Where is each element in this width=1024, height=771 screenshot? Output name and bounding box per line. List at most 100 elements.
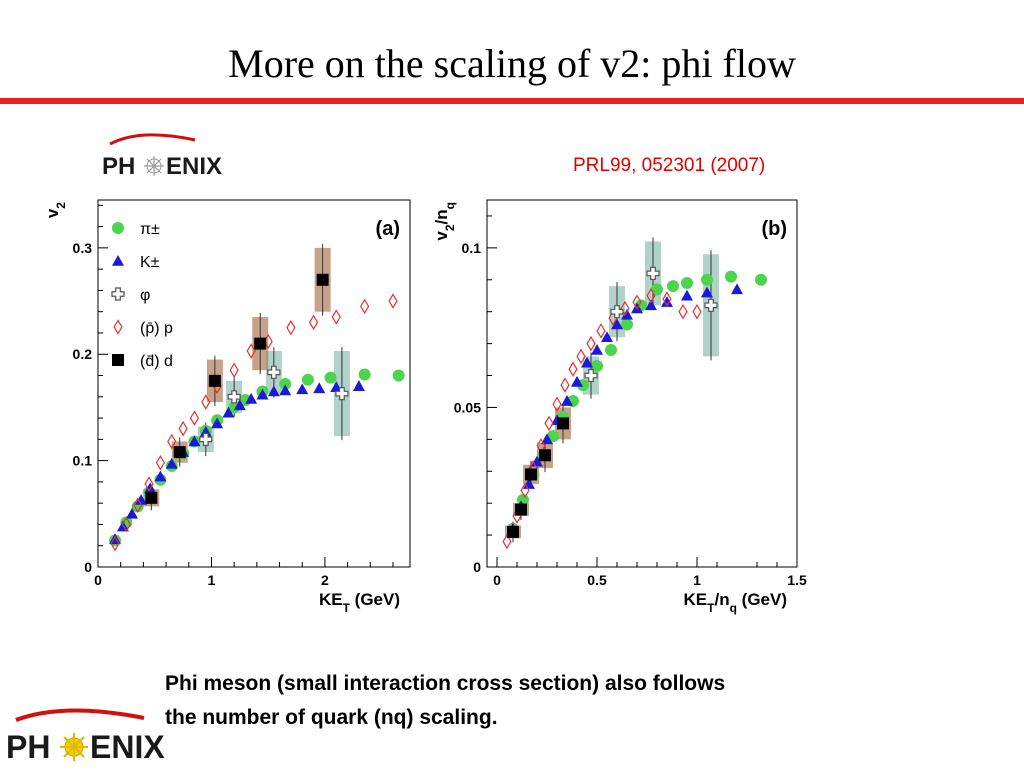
data-point-square <box>254 337 267 350</box>
data-point-square <box>507 525 519 538</box>
legend-marker-circle <box>112 222 124 234</box>
data-point-triangle <box>611 318 623 330</box>
data-point-diamond <box>646 287 656 304</box>
data-point-triangle <box>601 331 613 343</box>
y-tick-label: 0 <box>473 559 481 575</box>
data-point-triangle <box>591 343 603 355</box>
data-point-triangle <box>211 417 224 429</box>
data-point-triangle <box>296 383 309 395</box>
caption-line-2: the number of quark (nq) scaling. <box>165 706 498 729</box>
data-point-triangle <box>245 392 258 404</box>
data-point-triangle <box>581 356 593 368</box>
data-point-diamond <box>552 396 562 413</box>
x-axis-label: KET (GeV) <box>319 590 400 615</box>
data-point-circle <box>358 368 371 381</box>
data-point-diamond <box>308 314 319 331</box>
legend-marker-square <box>112 354 124 366</box>
data-point-diamond <box>229 362 239 378</box>
data-point-cross <box>584 368 598 383</box>
data-point-cross <box>704 298 718 312</box>
data-point-circle <box>392 369 405 382</box>
data-point-diamond <box>678 303 688 320</box>
legend-marker-triangle <box>112 255 124 266</box>
y-tick-label: 0.1 <box>73 453 93 469</box>
y-tick-label: 0 <box>84 559 92 575</box>
data-point-triangle <box>561 395 573 406</box>
x-axis-label: KET/nq (GeV) <box>684 590 787 615</box>
data-point-circle <box>651 283 663 296</box>
data-point-triangle <box>126 507 139 519</box>
data-point-triangle <box>154 470 167 482</box>
data-point-circle <box>755 273 767 286</box>
data-point-diamond <box>201 394 211 410</box>
sun-icon <box>60 733 88 761</box>
data-point-cross <box>646 266 660 281</box>
data-point-cross <box>267 365 281 379</box>
data-point-diamond <box>133 497 143 514</box>
data-point-diamond <box>576 348 586 365</box>
panel-label: (b) <box>761 218 787 240</box>
data-point-triangle <box>621 308 633 320</box>
data-point-diamond <box>155 454 165 471</box>
data-point-diamond <box>596 323 606 339</box>
logo-text-left: PH <box>102 153 135 180</box>
y-axis-label: v2/nq <box>432 202 457 241</box>
data-point-diamond <box>121 516 131 533</box>
data-point-diamond <box>360 298 370 315</box>
phenix-logo-top-graphic: PH ENIX <box>102 133 222 180</box>
data-point-triangle <box>165 457 178 469</box>
legend-label: (p̄) p <box>140 320 173 337</box>
data-point-triangle <box>222 406 235 418</box>
data-point-circle <box>591 359 603 372</box>
data-point-square <box>539 449 551 462</box>
data-point-diamond <box>388 293 398 309</box>
data-point-diamond <box>110 535 120 552</box>
x-tick-label: 0 <box>94 572 102 588</box>
data-point-circle <box>667 280 679 293</box>
data-point-circle <box>605 343 617 356</box>
x-tick-label: 1 <box>693 572 701 588</box>
chart-panel-b: 0 0.5 1 1.5 0 0.05 0.1 KET/nq (GeV) v2/nq (b) <box>432 199 807 615</box>
data-point-triangle <box>279 384 292 396</box>
data-point-diamond <box>331 309 341 325</box>
data-point-circle <box>324 371 337 384</box>
data-point-triangle <box>233 399 246 411</box>
logo-bottom-text-left: PH <box>6 729 50 765</box>
data-point-triangle <box>731 283 743 295</box>
logo-bottom-text-right: ENIX <box>90 729 165 765</box>
plot-frame <box>486 199 798 568</box>
data-point-triangle <box>267 385 280 397</box>
data-point-triangle <box>681 289 693 301</box>
data-point-diamond <box>662 291 672 307</box>
legend-marker-diamond <box>113 319 123 335</box>
x-tick-label: 0.5 <box>587 572 607 588</box>
x-tick-label: 1 <box>208 572 216 588</box>
data-point-triangle <box>135 493 148 505</box>
data-point-square <box>316 273 329 286</box>
data-point-diamond <box>520 482 530 499</box>
data-point-square <box>145 491 158 504</box>
data-point-triangle <box>256 388 269 400</box>
data-point-cross <box>610 305 624 319</box>
data-point-circle <box>301 373 314 386</box>
data-point-triangle <box>313 382 326 394</box>
data-point-diamond <box>178 420 188 437</box>
data-point-diamond <box>167 433 177 450</box>
citation: PRL99, 052301 (2007) <box>573 155 766 176</box>
caption-line-1: Phi meson (small interaction cross secti… <box>165 672 726 695</box>
x-tick-label: 2 <box>321 572 329 588</box>
data-point-diamond <box>568 361 578 377</box>
data-point-triangle <box>188 435 201 447</box>
data-point-circle <box>621 318 633 331</box>
y-tick-label: 0.1 <box>462 240 482 256</box>
data-point-square <box>173 446 186 459</box>
data-point-triangle <box>541 433 553 445</box>
sun-icon <box>144 156 164 176</box>
chart-panel-a: 0 1 2 0 0.1 0.2 0.3 KET (GeV) v2 (a) π± K± φ (p̄) p (d… <box>43 199 411 615</box>
slide-title: More on the scaling of v2: phi flow <box>228 41 796 86</box>
data-point-circle <box>681 276 693 289</box>
data-point-cross <box>335 387 349 401</box>
data-point-cross <box>227 390 241 404</box>
data-point-triangle <box>645 299 657 311</box>
data-point-diamond <box>144 476 154 492</box>
